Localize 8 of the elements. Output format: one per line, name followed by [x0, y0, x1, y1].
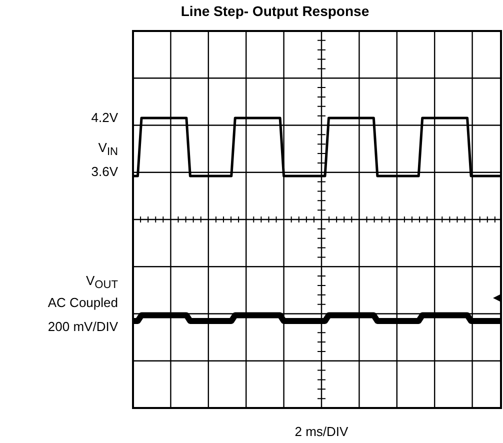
text: 3.6V — [91, 164, 118, 179]
text: 4.2V — [91, 110, 118, 125]
text: V$_{OUT}$ — [86, 273, 118, 291]
series-label: V$_{IN}$ — [98, 140, 118, 158]
text: 2 ms/DIV — [294, 424, 349, 439]
text: 200 mV/DIV — [48, 319, 118, 334]
chart-title: Line Step- Output Response — [180, 3, 370, 19]
text: AC Coupled — [48, 295, 118, 310]
